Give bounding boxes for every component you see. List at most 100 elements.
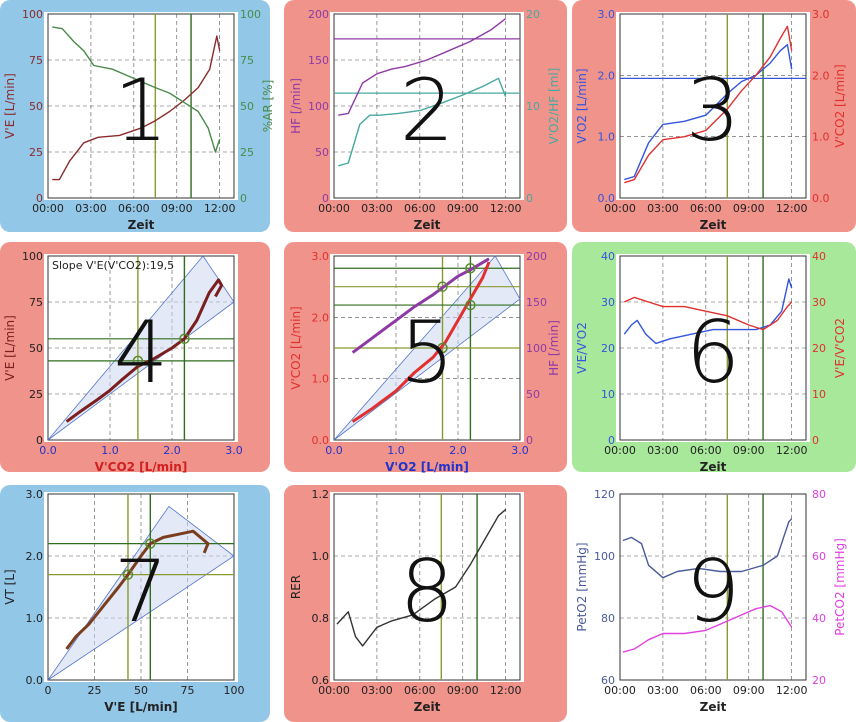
x-tick-label: 00:00 [318, 684, 350, 697]
y-tick-label: 30 [601, 296, 615, 309]
x-tick-label: 12:00 [776, 202, 808, 215]
series-line-2 [624, 25, 793, 184]
y-axis-right-label: HF [/min] [547, 320, 561, 376]
y-tick-label: 100 [22, 8, 43, 21]
panel-number: 3 [686, 61, 741, 161]
plot-frame [47, 255, 235, 441]
x-tick-label: 06:00 [690, 684, 722, 697]
y-axis-label: V'E [L/min] [3, 315, 17, 381]
y-tick-label: 75 [29, 296, 43, 309]
y-right-tick-label: 0 [240, 192, 247, 205]
y-right-tick-label: 10 [812, 388, 826, 401]
threshold-marker [122, 569, 134, 580]
panel-number: 7 [114, 542, 169, 642]
x-tick-label: 00:00 [318, 202, 350, 215]
y-right-tick-label: 40 [812, 250, 826, 263]
y-right-tick-label: 1.0 [812, 131, 830, 144]
y-tick-label: 25 [29, 388, 43, 401]
y-right-tick-label: 100 [526, 342, 547, 355]
threshold-marker [132, 355, 144, 367]
y-tick-label: 1.0 [312, 373, 330, 386]
y-right-tick-label: 100 [240, 8, 261, 21]
y-tick-label: 80 [601, 612, 615, 625]
x-tick-label: 09:00 [733, 684, 765, 697]
x-tick-label: 00:00 [604, 444, 636, 457]
y-tick-label: 0 [36, 192, 43, 205]
panel-3: 0.0 1.0 2.0 3.0 00:00 03:00 06:00 09:00 12:00 0.0… [572, 0, 856, 232]
y-tick-label: 0.0 [312, 434, 330, 447]
y-tick-label: 1.0 [598, 131, 616, 144]
x-tick-label: 1.0 [387, 444, 405, 457]
y-tick-label: 0.0 [598, 192, 616, 205]
x-tick-label: 0 [45, 684, 52, 697]
y-tick-label: 150 [308, 54, 329, 67]
y-tick-label: 3.0 [312, 250, 330, 263]
tidal-volume-wedge [47, 505, 235, 681]
panel-number: 6 [686, 303, 741, 403]
x-tick-label: 06:00 [404, 684, 436, 697]
y-right-tick-label: 20 [812, 342, 826, 355]
y-right-tick-label: 2.0 [812, 69, 830, 82]
x-tick-label: 75 [181, 684, 195, 697]
y-tick-label: 0 [608, 434, 615, 447]
plot-frame [333, 13, 521, 199]
y-right-tick-label: 3.0 [812, 8, 830, 21]
panel-number: 2 [400, 61, 455, 161]
x-axis-label: V'E [L/min] [104, 700, 178, 714]
y-tick-label: 0.6 [312, 674, 330, 687]
y-tick-label: 100 [308, 100, 329, 113]
panel-1: 0 25 50 75 100 00:00 03:00 06:00 09:00 12:00 0 25 50… [0, 0, 275, 232]
x-tick-label: 09:00 [447, 202, 479, 215]
panel-number: 1 [114, 61, 169, 161]
x-axis-label: Zeit [700, 460, 727, 474]
y-right-tick-label: 75 [240, 54, 254, 67]
x-tick-label: 06:00 [690, 444, 722, 457]
plot-frame [47, 13, 235, 199]
y-right-tick-label: 0 [812, 434, 819, 447]
y-tick-label: 2.0 [312, 311, 330, 324]
x-tick-label: 3.0 [225, 444, 243, 457]
panel-number: 4 [114, 303, 169, 403]
x-axis-label: V'CO2 [L/min] [95, 460, 188, 474]
plot-frame [333, 493, 521, 681]
x-tick-label: 12:00 [776, 444, 808, 457]
y-tick-label: 60 [601, 674, 615, 687]
y-axis-label: PetO2 [mmHg] [575, 542, 589, 631]
x-tick-label: 06:00 [404, 202, 436, 215]
y-axis-label: V'O2 [L/min] [575, 68, 589, 143]
x-tick-label: 03:00 [647, 202, 679, 215]
y-tick-label: 20 [601, 342, 615, 355]
y-right-tick-label: 50 [526, 388, 540, 401]
threshold-marker [465, 299, 476, 311]
x-tick-label: 12:00 [776, 684, 808, 697]
x-tick-label: 09:00 [161, 202, 193, 215]
y-right-tick-label: 20 [812, 674, 826, 687]
plot-frame [619, 13, 807, 199]
plot-frame [619, 255, 807, 441]
y-tick-label: 1.2 [312, 488, 330, 501]
x-tick-label: 06:00 [690, 202, 722, 215]
y-right-tick-label: 20 [526, 8, 540, 21]
x-tick-label: 03:00 [647, 444, 679, 457]
x-tick-label: 09:00 [733, 202, 765, 215]
y-tick-label: 3.0 [26, 488, 44, 501]
y-tick-label: 50 [29, 342, 43, 355]
y-tick-label: 3.0 [598, 8, 616, 21]
x-tick-label: 12:00 [490, 202, 522, 215]
x-tick-label: 09:00 [733, 444, 765, 457]
y-right-tick-label: 25 [240, 146, 254, 159]
y-axis-right-label: V'O2/HF [ml] [547, 68, 561, 145]
y-tick-label: 120 [594, 488, 615, 501]
x-tick-label: 06:00 [118, 202, 150, 215]
x-tick-label: 25 [88, 684, 102, 697]
series-line-1 [65, 529, 210, 650]
x-tick-label: 00:00 [604, 684, 636, 697]
panel-4: 0 25 50 75 100 0.0 1.0 2.0 3.0 V'CO2 [L/min] V'E [… [0, 242, 270, 474]
panel-6: 0 10 20 30 40 00:00 03:00 06:00 09:00 12:00 0 10 20 3… [572, 242, 856, 474]
x-tick-label: 3.0 [511, 444, 529, 457]
panel-number: 8 [400, 542, 455, 642]
x-axis-label: Zeit [700, 700, 727, 714]
y-right-tick-label: 0 [526, 434, 533, 447]
y-right-tick-label: 40 [812, 612, 826, 625]
